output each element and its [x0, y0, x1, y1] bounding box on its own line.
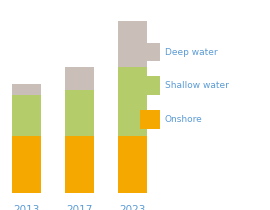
Text: 2013: 2013 [14, 205, 40, 210]
Text: Deep water: Deep water [165, 48, 217, 56]
Bar [65, 67, 94, 90]
Bar [12, 136, 41, 193]
Bar [118, 136, 147, 193]
Bar [12, 95, 41, 136]
Bar [118, 21, 147, 67]
Bar [140, 110, 160, 129]
Text: Shallow water: Shallow water [165, 81, 229, 90]
Text: Onshore: Onshore [165, 115, 202, 124]
Bar [118, 67, 147, 136]
Bar [65, 90, 94, 136]
Text: 2023: 2023 [119, 205, 146, 210]
Bar [65, 136, 94, 193]
Text: 2017: 2017 [66, 205, 93, 210]
Bar [140, 43, 160, 62]
Bar [12, 84, 41, 95]
Bar [140, 76, 160, 95]
